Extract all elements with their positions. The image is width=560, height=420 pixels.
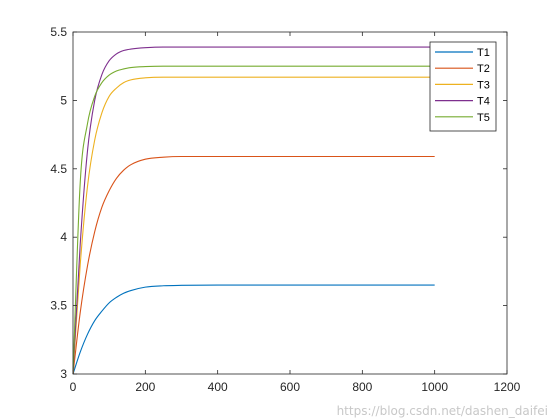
legend-label-t2: T2 <box>477 63 490 75</box>
x-tick-label: 400 <box>208 380 228 394</box>
y-tick-label: 3.5 <box>50 299 67 313</box>
x-tick-label: 600 <box>280 380 300 394</box>
y-tick-label: 5 <box>60 93 67 107</box>
watermark-text: https://blog.csdn.net/dashen_daifei <box>336 404 548 418</box>
y-tick-label: 3 <box>60 367 67 381</box>
series-line-t1 <box>72 284 435 375</box>
y-tick-label: 5.5 <box>50 25 67 39</box>
x-axis: 0 200 400 600 800 1000 1200 <box>70 32 521 394</box>
x-tick-label: 1000 <box>421 380 448 394</box>
legend: T1 T2 T3 T4 T5 <box>429 41 497 132</box>
x-tick-label: 0 <box>70 380 77 394</box>
x-tick-label: 800 <box>352 380 372 394</box>
y-axis: 3 3.5 4 4.5 5 5.5 <box>50 25 507 381</box>
x-tick-label: 1200 <box>494 380 521 394</box>
legend-label-t1: T1 <box>477 47 490 59</box>
series-line-t5 <box>72 65 435 375</box>
legend-label-t5: T5 <box>477 112 490 124</box>
x-tick-label: 200 <box>135 380 155 394</box>
legend-label-t3: T3 <box>477 79 490 91</box>
legend-label-t4: T4 <box>477 96 490 108</box>
series-line-t3 <box>72 76 435 375</box>
series-layer <box>72 46 435 375</box>
y-tick-label: 4 <box>60 230 67 244</box>
series-line-t4 <box>72 46 435 375</box>
legend-box <box>429 41 497 132</box>
series-line-t2 <box>72 155 435 375</box>
y-tick-label: 4.5 <box>50 162 67 176</box>
